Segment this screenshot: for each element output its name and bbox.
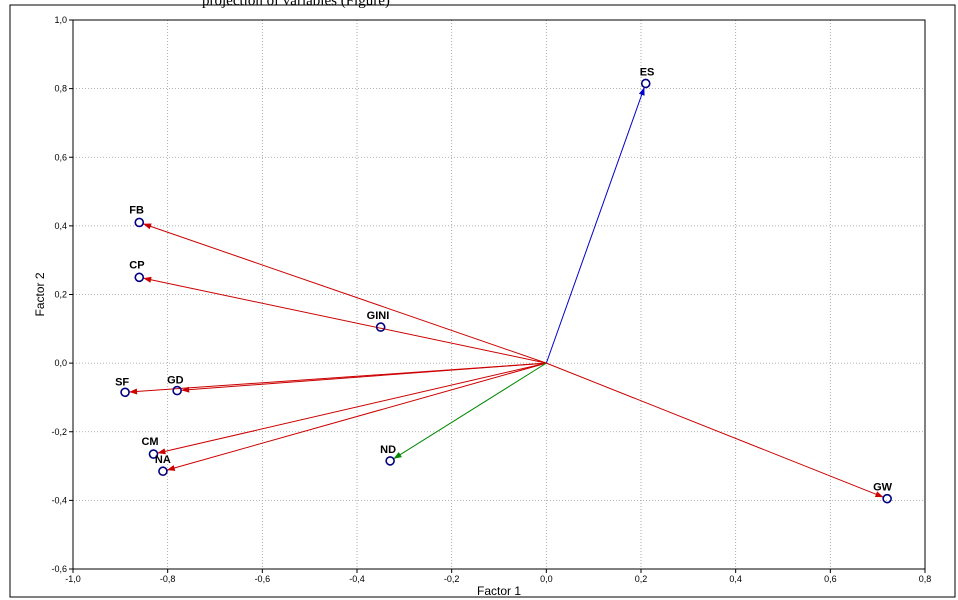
arrowhead-nd: [393, 452, 402, 459]
point-nd: [385, 456, 395, 466]
point-gw: [882, 493, 892, 504]
x-tick-label: -0,6: [255, 574, 271, 584]
grid-lines: [73, 20, 925, 569]
arrowhead-sf: [129, 388, 138, 395]
point-label-gini: GINI: [367, 310, 390, 322]
arrow-cp: [143, 277, 547, 364]
loading-arrows: [129, 87, 884, 498]
point-cm: [148, 449, 159, 459]
x-tick-label: -0,2: [444, 574, 460, 584]
loading-points: ES FB CP GINI SF GD CM NA ND GW: [115, 66, 893, 504]
arrow-es: [545, 87, 645, 364]
x-tick-label: -0,4: [349, 574, 365, 584]
point-fb: [134, 217, 145, 228]
arrow-fb: [142, 223, 547, 364]
arrow-gw: [546, 362, 884, 498]
y-tick-label: 0,8: [54, 84, 67, 94]
arrow-nd: [393, 362, 547, 460]
point-label-fb: FB: [129, 204, 144, 216]
x-tick-label: -0,8: [160, 574, 176, 584]
y-tick-label: 0,4: [54, 221, 67, 231]
point-label-sf: SF: [115, 376, 129, 388]
arrowhead-cp: [143, 276, 152, 283]
point-label-gw: GW: [873, 482, 893, 494]
arrow-gd: [181, 362, 547, 391]
y-axis-label: Factor 2: [33, 272, 47, 316]
arrowhead-es: [638, 87, 645, 96]
arrowhead-gw: [874, 491, 884, 498]
arrow-cm: [157, 362, 547, 454]
point-label-cp: CP: [129, 259, 144, 271]
x-tick-label: 0,6: [824, 574, 837, 584]
point-sf: [120, 387, 130, 398]
x-axis-ticks: -1,0 -0,8 -0,6 -0,4 -0,2 0,0 0,2 0,4 0,6 0,8: [65, 569, 931, 584]
point-gd: [172, 385, 182, 396]
point-label-nd: ND: [380, 444, 396, 456]
point-label-na: NA: [155, 454, 171, 466]
x-tick-label: 0,4: [729, 574, 742, 584]
y-tick-label: -0,6: [51, 564, 67, 574]
x-axis-label: Factor 1: [477, 584, 521, 598]
page-border: [9, 4, 956, 598]
arrow-na: [166, 362, 547, 471]
arrowhead-fb: [143, 223, 152, 230]
x-tick-label: 0,8: [919, 574, 932, 584]
arrowhead-cm: [157, 448, 166, 455]
y-tick-label: -0,2: [51, 427, 67, 437]
point-na: [158, 466, 168, 477]
y-tick-label: 1,0: [54, 15, 67, 25]
x-tick-label: 0,0: [540, 574, 553, 584]
y-tick-label: -0,4: [51, 495, 67, 505]
point-gini: [375, 322, 386, 332]
y-axis-ticks: -0,6 -0,4 -0,2 0,0 0,2 0,4 0,6 0,8 1,0: [51, 15, 73, 574]
point-cp: [134, 272, 145, 283]
point-label-cm: CM: [141, 436, 158, 448]
y-tick-label: 0,6: [54, 152, 67, 162]
point-label-es: ES: [640, 66, 655, 78]
y-tick-label: 0,2: [54, 290, 67, 300]
point-label-gd: GD: [167, 375, 184, 387]
x-tick-label: -1,0: [65, 574, 81, 584]
arrowhead-gd: [181, 386, 190, 393]
arrowhead-na: [166, 465, 176, 471]
point-es: [640, 78, 651, 89]
y-tick-label: 0,0: [54, 358, 67, 368]
x-tick-label: 0,2: [635, 574, 648, 584]
